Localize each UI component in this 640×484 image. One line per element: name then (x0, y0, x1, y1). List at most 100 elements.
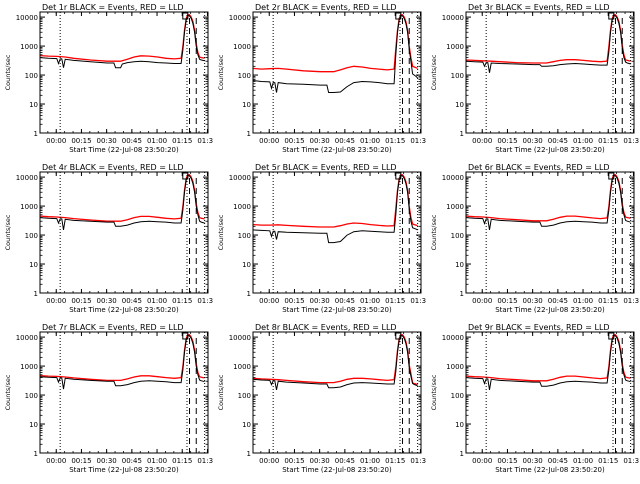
y-axis-label: Counts/sec (430, 374, 438, 410)
y-tick-label: 1000 (446, 203, 464, 211)
y-tick-label: 100 (451, 232, 464, 240)
peak-marker-box (395, 332, 402, 340)
x-tick-label: 00:15 (71, 457, 91, 465)
x-tick-label: 01:00 (573, 137, 593, 145)
x-tick-label: 01:00 (573, 457, 593, 465)
peak-marker-box (182, 12, 189, 20)
peak-marker-box (395, 12, 402, 20)
x-tick-label: 00:15 (497, 297, 517, 305)
x-axis-label: Start Time (22-Jul-08 23:50:20) (282, 466, 392, 474)
x-tick-label: 01:30 (197, 137, 213, 145)
events-series-line (465, 15, 631, 73)
x-tick-label: 00:00 (259, 137, 279, 145)
y-tick-label: 100 (25, 72, 38, 80)
y-tick-label: 1000 (233, 43, 251, 51)
y-tick-label: 100 (451, 392, 464, 400)
x-tick-label: 00:30 (523, 137, 543, 145)
y-tick-label: 100 (238, 232, 251, 240)
panel-title: Det 5r BLACK = Events, RED = LLD (255, 163, 397, 172)
x-axis-label: Start Time (22-Jul-08 23:50:20) (69, 466, 179, 474)
x-tick-label: 01:00 (360, 457, 380, 465)
x-tick-label: 01:30 (410, 137, 426, 145)
plot-frame (39, 331, 209, 454)
detector-panel: 1 10 100 1000 10000 00:00 00:15 00:30 00:45 01:00… (426, 160, 640, 324)
x-tick-label: 00:45 (548, 137, 568, 145)
x-tick-label: 00:00 (472, 137, 492, 145)
x-tick-label: 00:45 (335, 137, 355, 145)
y-tick-label: 10000 (442, 14, 464, 22)
x-tick-label: 01:15 (172, 137, 192, 145)
x-tick-label: 00:45 (122, 137, 142, 145)
x-tick-label: 00:45 (548, 297, 568, 305)
y-tick-label: 10 (29, 261, 38, 269)
x-tick-label: 00:00 (472, 457, 492, 465)
y-tick-label: 100 (25, 232, 38, 240)
lld-series-line (252, 174, 418, 228)
y-tick-label: 10000 (229, 14, 251, 22)
lightcurve-chart: 1 10 100 1000 10000 00:00 00:15 00:30 00:45 01:00… (217, 323, 431, 474)
x-tick-label: 00:00 (259, 297, 279, 305)
y-tick-label: 10 (242, 421, 251, 429)
plot-frame (465, 11, 635, 134)
panel-title: Det 6r BLACK = Events, RED = LLD (468, 163, 610, 172)
x-axis-label: Start Time (22-Jul-08 23:50:20) (282, 306, 392, 314)
lld-series-line (465, 14, 631, 64)
y-tick-label: 1 (460, 290, 464, 298)
lightcurve-chart: 1 10 100 1000 10000 00:00 00:15 00:30 00:45 01:00… (217, 163, 431, 314)
y-tick-label: 1000 (20, 43, 38, 51)
y-tick-label: 10000 (229, 334, 251, 342)
y-axis-label: Counts/sec (4, 54, 12, 90)
x-tick-label: 00:00 (46, 457, 66, 465)
x-axis-label: Start Time (22-Jul-08 23:50:20) (495, 146, 605, 154)
peak-marker-box (182, 172, 189, 180)
lightcurve-chart: 1 10 100 1000 10000 00:00 00:15 00:30 00:45 01:00… (4, 163, 218, 314)
y-tick-label: 1 (34, 450, 38, 458)
x-tick-label: 00:30 (97, 297, 117, 305)
y-tick-label: 1 (247, 290, 251, 298)
detector-panel: 1 10 100 1000 10000 00:00 00:15 00:30 00:45 01:00… (426, 0, 640, 164)
y-tick-label: 10 (242, 101, 251, 109)
x-tick-label: 01:15 (385, 457, 405, 465)
y-tick-label: 10 (29, 101, 38, 109)
x-tick-label: 01:15 (598, 137, 618, 145)
x-tick-label: 01:30 (197, 457, 213, 465)
y-tick-label: 1 (247, 130, 251, 138)
y-tick-label: 1 (34, 290, 38, 298)
events-series-line (39, 15, 205, 69)
plot-frame (39, 11, 209, 134)
y-tick-label: 1 (34, 130, 38, 138)
x-tick-label: 00:30 (523, 457, 543, 465)
x-tick-label: 01:15 (172, 297, 192, 305)
x-tick-label: 00:30 (310, 297, 330, 305)
y-tick-label: 100 (451, 72, 464, 80)
y-tick-label: 1000 (233, 363, 251, 371)
detector-panel: 1 10 100 1000 10000 00:00 00:15 00:30 00:45 01:00… (426, 320, 640, 484)
y-tick-label: 10 (242, 261, 251, 269)
x-tick-label: 01:15 (385, 297, 405, 305)
panel-title: Det 7r BLACK = Events, RED = LLD (42, 323, 184, 332)
x-tick-label: 00:00 (472, 297, 492, 305)
events-series-line (252, 175, 418, 244)
x-tick-label: 00:30 (310, 457, 330, 465)
lld-series-line (465, 174, 631, 222)
lightcurve-chart: 1 10 100 1000 10000 00:00 00:15 00:30 00:45 01:00… (430, 323, 640, 474)
x-tick-label: 01:30 (623, 137, 639, 145)
y-tick-label: 1 (247, 450, 251, 458)
x-tick-label: 01:00 (360, 297, 380, 305)
peak-marker-box (608, 12, 615, 20)
lld-series-line (252, 14, 418, 73)
lld-series-line (39, 14, 205, 62)
panel-title: Det 9r BLACK = Events, RED = LLD (468, 323, 610, 332)
lightcurve-chart: 1 10 100 1000 10000 00:00 00:15 00:30 00:45 01:00… (217, 3, 431, 154)
lld-series-line (39, 174, 205, 222)
x-tick-label: 00:00 (46, 297, 66, 305)
detector-panel: 1 10 100 1000 10000 00:00 00:15 00:30 00:45 01:00… (0, 160, 218, 324)
y-tick-label: 10000 (229, 174, 251, 182)
x-tick-label: 01:15 (598, 297, 618, 305)
x-axis-label: Start Time (22-Jul-08 23:50:20) (495, 466, 605, 474)
y-tick-label: 10000 (16, 334, 38, 342)
y-axis-label: Counts/sec (217, 214, 225, 250)
y-axis-label: Counts/sec (430, 54, 438, 90)
x-tick-label: 01:00 (147, 297, 167, 305)
